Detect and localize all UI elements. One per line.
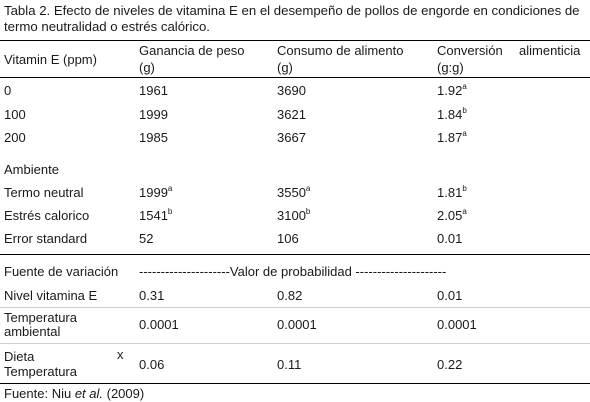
row-temperatura-ambiental-conversion: 0.0001 <box>437 317 477 332</box>
row-vitamin-100-consumo: 3621 <box>277 107 306 122</box>
row-temperatura-ambiental-ganancia: 0.0001 <box>139 317 179 332</box>
row-rule-1 <box>0 307 590 308</box>
row-vitamin-200-consumo: 3667 <box>277 130 306 145</box>
row-termo-neutral-consumo: 3550a <box>277 183 311 201</box>
value: 1999 <box>139 185 168 200</box>
row-dieta-temperatura-consumo: 0.11 <box>277 357 302 372</box>
header-conversion-line1b: alimenticia <box>519 43 581 58</box>
row-termo-neutral-label: Termo neutral <box>4 185 84 200</box>
row-error-standard-label: Error standard <box>4 231 88 246</box>
row-vitamin-0-ganancia: 1961 <box>139 83 168 98</box>
superscript: a <box>462 206 467 216</box>
header-vitamin-e: Vitamin E (ppm) <box>4 52 97 67</box>
header-ganancia-line1: Ganancia de peso <box>139 43 245 58</box>
row-temperatura-ambiental-label-line1: Temperatura <box>4 310 77 325</box>
row-vitamin-0-conversion: 1.92a <box>437 81 467 99</box>
value: 1.87 <box>437 130 463 145</box>
row-estres-calorico-consumo: 3100b <box>277 206 311 224</box>
value: 2.05 <box>437 208 463 223</box>
superscript: b <box>462 183 467 193</box>
row-estres-calorico-ganancia: 1541b <box>139 206 173 224</box>
footer-italic: et al. <box>74 386 104 401</box>
valor-probabilidad-separator: ---------------------Valor de probabilid… <box>139 264 447 279</box>
row-vitamin-0-label: 0 <box>4 83 12 98</box>
row-nivel-vitamina-ganancia: 0.31 <box>139 288 165 303</box>
value: 1541 <box>139 208 168 223</box>
header-rule <box>0 77 590 78</box>
header-ganancia-line2: (g) <box>139 60 155 75</box>
header-consumo-line2: (g) <box>277 60 293 75</box>
row-estres-calorico-conversion: 2.05a <box>437 206 467 224</box>
row-estres-calorico-label: Estrés calorico <box>4 208 90 223</box>
row-termo-neutral-conversion: 1.81b <box>437 183 467 201</box>
table-caption: Tabla 2. Efecto de niveles de vitamina E… <box>4 3 580 34</box>
superscript: a <box>305 183 311 193</box>
bottom-rule <box>0 383 590 384</box>
footer-prefix: Fuente: Niu <box>4 386 75 401</box>
row-vitamin-200-ganancia: 1985 <box>139 130 168 145</box>
row-vitamin-0-consumo: 3690 <box>277 83 306 98</box>
interaction-x-mark: x <box>117 347 124 362</box>
row-nivel-vitamina-conversion: 0.01 <box>437 288 463 303</box>
row-vitamin-200-label: 200 <box>4 130 26 145</box>
row-dieta-temperatura-label-line2: Temperatura <box>4 364 77 379</box>
row-error-standard-conversion: 0.01 <box>437 231 463 246</box>
superscript: b <box>462 105 467 115</box>
top-rule <box>0 40 590 41</box>
fuente-variacion-label: Fuente de variación <box>4 264 119 279</box>
mid-rule <box>0 254 590 255</box>
superscript: b <box>167 206 173 216</box>
row-error-standard-consumo: 106 <box>277 231 299 246</box>
header-consumo-line1: Consumo de alimento <box>277 43 404 58</box>
value: 3550 <box>277 185 306 200</box>
value: 1.84 <box>437 107 463 122</box>
superscript: a <box>462 81 467 91</box>
row-vitamin-100-label: 100 <box>4 107 26 122</box>
footer-suffix: (2009) <box>103 386 145 401</box>
row-dieta-temperatura-conversion: 0.22 <box>437 357 463 372</box>
row-vitamin-100-conversion: 1.84b <box>437 105 467 123</box>
row-rule-2 <box>0 343 590 344</box>
superscript: a <box>462 128 467 138</box>
value: 1.81 <box>437 185 463 200</box>
source-footnote: Fuente: Niu et al. (2009) <box>4 386 144 402</box>
row-vitamin-100-ganancia: 1999 <box>139 107 168 122</box>
header-conversion-line1a: Conversión <box>437 43 503 58</box>
header-conversion-line2: (g:g) <box>437 60 464 75</box>
row-error-standard-ganancia: 52 <box>139 231 154 246</box>
row-termo-neutral-ganancia: 1999a <box>139 183 173 201</box>
value: 1.92 <box>437 83 463 98</box>
row-nivel-vitamina-consumo: 0.82 <box>277 288 303 303</box>
row-nivel-vitamina-label: Nivel vitamina E <box>4 288 98 303</box>
ambiente-label: Ambiente <box>4 162 59 177</box>
row-temperatura-ambiental-label-line2: ambiental <box>4 324 61 339</box>
superscript: a <box>167 183 173 193</box>
row-dieta-temperatura-label-line1: Dieta <box>4 349 35 364</box>
row-temperatura-ambiental-consumo: 0.0001 <box>277 317 317 332</box>
value: 3100 <box>277 208 306 223</box>
row-dieta-temperatura-ganancia: 0.06 <box>139 357 165 372</box>
superscript: b <box>305 206 311 216</box>
row-vitamin-200-conversion: 1.87a <box>437 128 467 146</box>
